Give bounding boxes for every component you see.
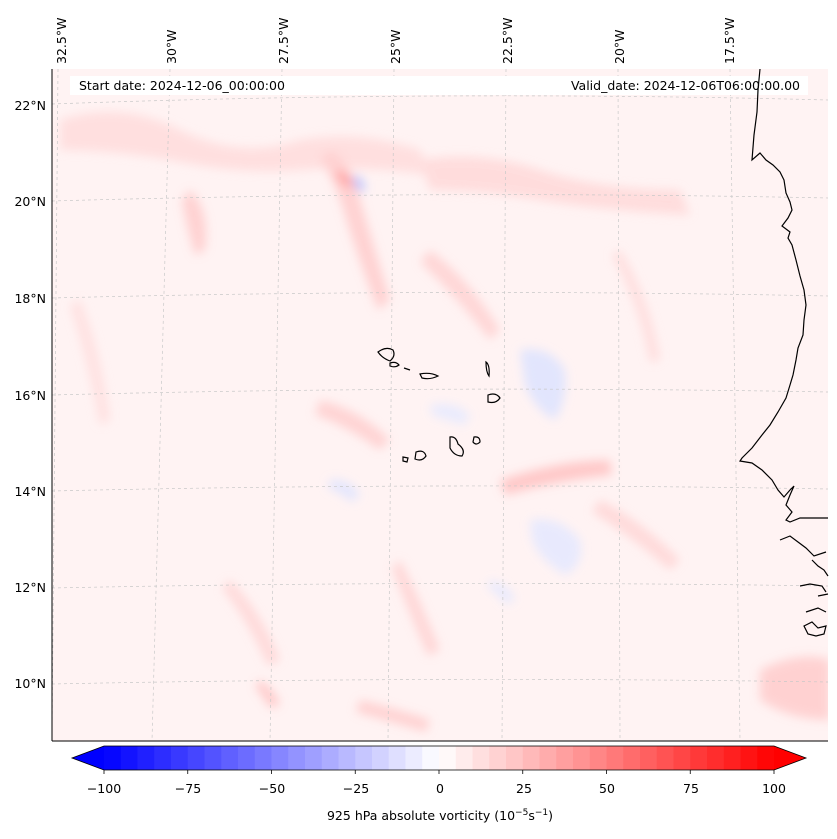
- latitude-label: 12°N: [14, 580, 46, 595]
- colorbar-segment: [154, 746, 172, 770]
- colorbar-segment: [690, 746, 708, 770]
- colorbar-title-unit: s: [528, 808, 535, 824]
- colorbar-segment: [187, 746, 206, 770]
- colorbar-segment: [171, 746, 189, 770]
- colorbar-tick-label: −50: [258, 781, 286, 796]
- colorbar-segment: [472, 746, 490, 770]
- colorbar-title-exponent: −1: [534, 808, 549, 818]
- colorbar-segment: [455, 746, 474, 770]
- latitude-label: 14°N: [14, 484, 46, 499]
- colorbar-extend-high: [774, 746, 806, 770]
- longitude-label: 17.5°W: [722, 17, 737, 64]
- map-gridlines: [52, 69, 828, 741]
- latitude-label: 20°N: [14, 194, 46, 209]
- latitude-label: 10°N: [14, 676, 46, 691]
- longitude-label: 32.5°W: [54, 17, 69, 64]
- map-frame: [51, 69, 828, 742]
- colorbar-tick-label: −25: [342, 781, 370, 796]
- colorbar-segment: [656, 746, 675, 770]
- colorbar-title: 925 hPa absolute vorticity (10−5s−1): [0, 808, 837, 823]
- colorbar-segment: [271, 746, 289, 770]
- colorbar-segment: [137, 746, 155, 770]
- latitude-label: 22°N: [14, 98, 46, 113]
- colorbar-segment: [506, 746, 524, 770]
- colorbar-segment: [405, 746, 423, 770]
- colorbar-tick-label: 100: [762, 781, 786, 796]
- vorticity-field: [60, 112, 828, 732]
- header-banner: [70, 76, 808, 95]
- colorbar-segment: [288, 746, 306, 770]
- longitude-label: 30°W: [164, 29, 179, 64]
- colorbar-segment: [221, 746, 239, 770]
- colorbar-segment: [740, 746, 758, 770]
- colorbar: [70, 745, 808, 774]
- start-date-label: Start date: 2024-12-06_00:00:00: [79, 78, 285, 93]
- longitude-label: 20°W: [612, 29, 627, 64]
- colorbar-segment: [522, 746, 541, 770]
- colorbar-segment: [623, 746, 641, 770]
- colorbar-tick-label: 50: [599, 781, 615, 796]
- colorbar-tick-label: 0: [436, 781, 444, 796]
- colorbar-segment: [723, 746, 742, 770]
- latitude-label: 18°N: [14, 291, 46, 306]
- colorbar-segment: [305, 746, 323, 770]
- colorbar-segment: [238, 746, 256, 770]
- colorbar-segment: [388, 746, 407, 770]
- colorbar-segment: [104, 746, 122, 770]
- colorbar-segment: [120, 746, 139, 770]
- colorbar-tick-label: −75: [174, 781, 202, 796]
- colorbar-segment: [539, 746, 557, 770]
- colorbar-segment: [606, 746, 624, 770]
- colorbar-segment: [372, 746, 390, 770]
- colorbar-segment: [439, 746, 457, 770]
- colorbar-segment: [422, 746, 440, 770]
- colorbar-segment: [673, 746, 691, 770]
- west-africa-coast-south: [779, 535, 829, 637]
- colorbar-tick-label: 75: [683, 781, 699, 796]
- colorbar-segment: [757, 746, 775, 770]
- colorbar-extend-low: [72, 746, 104, 770]
- colorbar-title-exponent: −5: [515, 808, 529, 818]
- longitude-label: 27.5°W: [276, 17, 291, 64]
- colorbar-tick-label: 25: [516, 781, 532, 796]
- colorbar-segment: [707, 746, 725, 770]
- african-coastline: [738, 68, 828, 523]
- colorbar-segment: [321, 746, 340, 770]
- colorbar-segment: [573, 746, 591, 770]
- longitude-label: 25°W: [388, 29, 403, 64]
- colorbar-segment: [338, 746, 356, 770]
- colorbar-segment: [556, 746, 574, 770]
- colorbar-segment: [204, 746, 222, 770]
- cape-verde-islands: [377, 347, 501, 463]
- colorbar-segment: [489, 746, 507, 770]
- colorbar-segment: [254, 746, 273, 770]
- longitude-label: 22.5°W: [500, 17, 515, 64]
- colorbar-segment: [640, 746, 658, 770]
- colorbar-segment: [589, 746, 608, 770]
- latitude-label: 16°N: [14, 388, 46, 403]
- colorbar-tick-label: −100: [86, 781, 122, 796]
- valid-date-label: Valid_date: 2024-12-06T06:00:00.00: [570, 78, 800, 93]
- colorbar-segment: [355, 746, 373, 770]
- colorbar-title-close: ): [548, 808, 553, 824]
- colorbar-title-text: 925 hPa absolute vorticity (10: [326, 808, 516, 824]
